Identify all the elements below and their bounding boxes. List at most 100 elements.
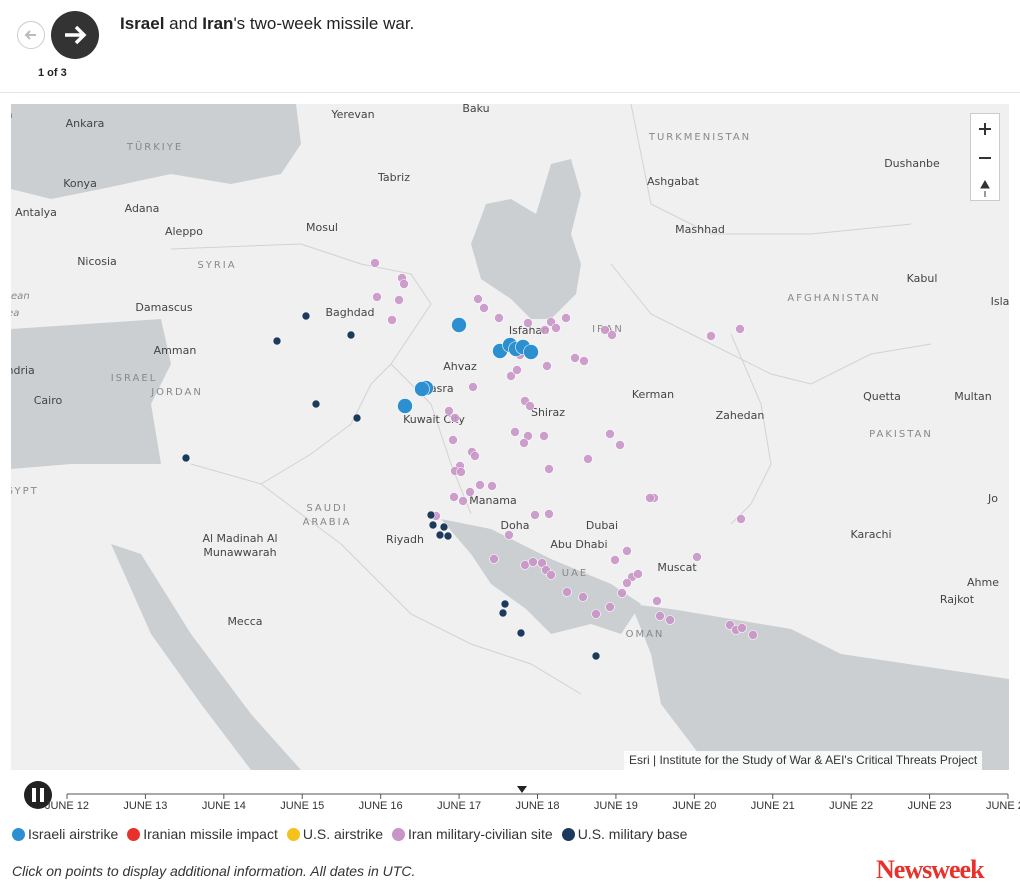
map-label: SYRIA bbox=[197, 260, 236, 271]
map-marker[interactable] bbox=[528, 557, 538, 567]
map-marker[interactable] bbox=[605, 429, 615, 439]
map-marker[interactable] bbox=[449, 492, 459, 502]
map-marker[interactable] bbox=[605, 602, 615, 612]
map-marker[interactable] bbox=[617, 588, 627, 598]
map-marker[interactable] bbox=[372, 292, 382, 302]
map-label: Antalya bbox=[15, 206, 57, 219]
back-button[interactable] bbox=[17, 21, 45, 49]
map-marker[interactable] bbox=[346, 330, 356, 340]
map-marker[interactable] bbox=[489, 554, 499, 564]
map-marker[interactable] bbox=[570, 353, 580, 363]
map-marker[interactable] bbox=[428, 520, 438, 530]
map-marker[interactable] bbox=[435, 530, 445, 540]
map-marker[interactable] bbox=[301, 311, 311, 321]
map-label: rsa bbox=[11, 108, 13, 121]
map-marker[interactable] bbox=[456, 467, 466, 477]
pause-button[interactable] bbox=[24, 781, 52, 809]
map-marker[interactable] bbox=[494, 313, 504, 323]
zoom-control[interactable] bbox=[970, 113, 1000, 201]
map-marker[interactable] bbox=[473, 294, 483, 304]
map-marker[interactable] bbox=[387, 315, 397, 325]
map-marker[interactable] bbox=[539, 431, 549, 441]
map-marker[interactable] bbox=[458, 496, 468, 506]
legend-label: Israeli airstrike bbox=[28, 826, 119, 842]
next-button[interactable] bbox=[51, 11, 99, 59]
map-marker[interactable] bbox=[546, 570, 556, 580]
map[interactable]: BlackSeatskhinvaliTbilisiCaspianSeaUZBEK… bbox=[11, 104, 1009, 770]
map-marker[interactable] bbox=[579, 356, 589, 366]
map-marker[interactable] bbox=[443, 531, 453, 541]
map-marker[interactable] bbox=[622, 578, 632, 588]
map-marker[interactable] bbox=[475, 480, 485, 490]
map-label: Dushanbe bbox=[884, 157, 940, 170]
map-marker[interactable] bbox=[561, 313, 571, 323]
map-marker[interactable] bbox=[498, 608, 508, 618]
map-marker[interactable] bbox=[444, 406, 454, 416]
map-marker[interactable] bbox=[519, 438, 529, 448]
map-marker[interactable] bbox=[399, 279, 409, 289]
map-marker[interactable] bbox=[591, 651, 601, 661]
map-marker[interactable] bbox=[414, 381, 430, 397]
map-marker[interactable] bbox=[181, 453, 191, 463]
map-marker[interactable] bbox=[591, 609, 601, 619]
map-marker[interactable] bbox=[692, 552, 702, 562]
map-label: Baku bbox=[462, 104, 489, 115]
map-marker[interactable] bbox=[544, 464, 554, 474]
map-marker[interactable] bbox=[465, 487, 475, 497]
map-label: Kerman bbox=[632, 388, 674, 401]
map-marker[interactable] bbox=[748, 630, 758, 640]
map-marker[interactable] bbox=[470, 451, 480, 461]
map-marker[interactable] bbox=[439, 522, 449, 532]
map-marker[interactable] bbox=[272, 336, 282, 346]
map-marker[interactable] bbox=[504, 530, 514, 540]
legend-label: U.S. airstrike bbox=[302, 826, 383, 842]
map-marker[interactable] bbox=[370, 258, 380, 268]
map-marker[interactable] bbox=[540, 325, 550, 335]
map-marker[interactable] bbox=[394, 295, 404, 305]
map-marker[interactable] bbox=[523, 344, 539, 360]
map-marker[interactable] bbox=[542, 361, 552, 371]
map-marker[interactable] bbox=[448, 435, 458, 445]
map-marker[interactable] bbox=[652, 596, 662, 606]
map-marker[interactable] bbox=[544, 509, 554, 519]
map-marker[interactable] bbox=[562, 587, 572, 597]
map-marker[interactable] bbox=[523, 318, 533, 328]
map-marker[interactable] bbox=[500, 599, 510, 609]
map-marker[interactable] bbox=[583, 454, 593, 464]
map-marker[interactable] bbox=[487, 481, 497, 491]
map-marker[interactable] bbox=[737, 623, 747, 633]
map-marker[interactable] bbox=[610, 555, 620, 565]
map-label: Konya bbox=[63, 177, 97, 190]
map-marker[interactable] bbox=[736, 514, 746, 524]
map-marker[interactable] bbox=[397, 398, 413, 414]
water bbox=[11, 104, 1009, 770]
map-marker[interactable] bbox=[352, 413, 362, 423]
map-marker[interactable] bbox=[615, 440, 625, 450]
map-marker[interactable] bbox=[706, 331, 716, 341]
map-marker[interactable] bbox=[512, 365, 522, 375]
map-marker[interactable] bbox=[622, 546, 632, 556]
map-marker[interactable] bbox=[735, 324, 745, 334]
map-marker[interactable] bbox=[520, 560, 530, 570]
map-marker[interactable] bbox=[479, 303, 489, 313]
map-marker[interactable] bbox=[600, 325, 610, 335]
map-marker[interactable] bbox=[451, 317, 467, 333]
map-marker[interactable] bbox=[578, 592, 588, 602]
map-marker[interactable] bbox=[607, 330, 617, 340]
map-marker[interactable] bbox=[525, 401, 535, 411]
map-marker[interactable] bbox=[506, 371, 516, 381]
timeline[interactable]: JUNE 12 JUNE 13 JUNE 14 JUNE 15 JUNE 16 JUNE … bbox=[0, 775, 1020, 820]
map-marker[interactable] bbox=[311, 399, 321, 409]
map-marker[interactable] bbox=[426, 510, 436, 520]
map-marker[interactable] bbox=[510, 427, 520, 437]
map-marker[interactable] bbox=[655, 611, 665, 621]
map-marker[interactable] bbox=[468, 382, 478, 392]
map-marker[interactable] bbox=[551, 323, 561, 333]
map-marker[interactable] bbox=[530, 510, 540, 520]
map-marker[interactable] bbox=[516, 628, 526, 638]
map-marker[interactable] bbox=[665, 615, 675, 625]
map-marker[interactable] bbox=[450, 413, 460, 423]
timeline-handle[interactable] bbox=[517, 786, 527, 793]
map-marker[interactable] bbox=[645, 493, 655, 503]
map-marker[interactable] bbox=[633, 569, 643, 579]
